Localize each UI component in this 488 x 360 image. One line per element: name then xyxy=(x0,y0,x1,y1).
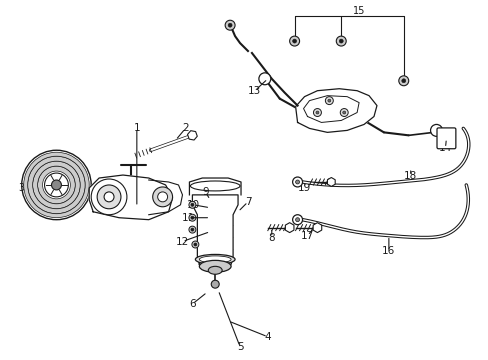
Text: 12: 12 xyxy=(176,237,189,247)
Circle shape xyxy=(313,109,321,117)
Text: 7: 7 xyxy=(244,197,251,207)
Circle shape xyxy=(295,180,299,184)
Circle shape xyxy=(292,215,302,225)
Circle shape xyxy=(340,109,347,117)
Circle shape xyxy=(190,228,194,231)
Circle shape xyxy=(292,177,302,187)
Text: 5: 5 xyxy=(236,342,243,352)
Circle shape xyxy=(336,36,346,46)
Ellipse shape xyxy=(199,260,231,272)
Circle shape xyxy=(97,185,121,209)
Text: 16: 16 xyxy=(382,247,395,256)
Ellipse shape xyxy=(195,255,235,264)
Text: 2: 2 xyxy=(182,123,188,134)
Circle shape xyxy=(211,280,219,288)
Circle shape xyxy=(104,192,114,202)
Polygon shape xyxy=(148,180,182,215)
Text: 9: 9 xyxy=(202,187,208,197)
Polygon shape xyxy=(189,178,241,195)
Ellipse shape xyxy=(199,256,231,263)
Text: 4: 4 xyxy=(264,332,270,342)
Circle shape xyxy=(289,36,299,46)
Text: 15: 15 xyxy=(352,6,365,16)
Circle shape xyxy=(188,214,196,221)
Text: 17: 17 xyxy=(300,230,313,240)
Circle shape xyxy=(327,99,330,102)
Circle shape xyxy=(429,125,442,136)
Text: 19: 19 xyxy=(297,183,310,193)
Circle shape xyxy=(295,218,299,222)
Circle shape xyxy=(398,76,408,86)
Circle shape xyxy=(315,111,318,114)
Text: 10: 10 xyxy=(186,200,200,210)
Circle shape xyxy=(91,179,127,215)
Circle shape xyxy=(292,39,296,43)
Circle shape xyxy=(194,243,197,246)
Circle shape xyxy=(188,201,196,208)
FancyBboxPatch shape xyxy=(436,128,455,149)
Circle shape xyxy=(44,173,68,197)
Polygon shape xyxy=(192,195,238,264)
Circle shape xyxy=(152,187,172,207)
Circle shape xyxy=(188,226,196,233)
Circle shape xyxy=(339,39,343,43)
Circle shape xyxy=(157,192,167,202)
Text: 3: 3 xyxy=(19,183,25,193)
Circle shape xyxy=(401,79,405,83)
Circle shape xyxy=(342,111,345,114)
Text: 18: 18 xyxy=(403,171,416,181)
Text: 1: 1 xyxy=(133,123,140,134)
Circle shape xyxy=(325,96,333,105)
Circle shape xyxy=(190,216,194,219)
Polygon shape xyxy=(295,89,376,132)
Circle shape xyxy=(224,20,235,30)
Polygon shape xyxy=(89,175,172,220)
Text: 14: 14 xyxy=(438,143,451,153)
Circle shape xyxy=(228,23,232,27)
Circle shape xyxy=(21,150,91,220)
Circle shape xyxy=(191,241,199,248)
Text: 11: 11 xyxy=(182,213,195,223)
Text: 6: 6 xyxy=(189,299,195,309)
Text: 8: 8 xyxy=(268,233,275,243)
Text: 13: 13 xyxy=(248,86,261,96)
Circle shape xyxy=(51,180,61,190)
Circle shape xyxy=(190,203,194,206)
Ellipse shape xyxy=(208,266,222,274)
Circle shape xyxy=(258,73,270,85)
